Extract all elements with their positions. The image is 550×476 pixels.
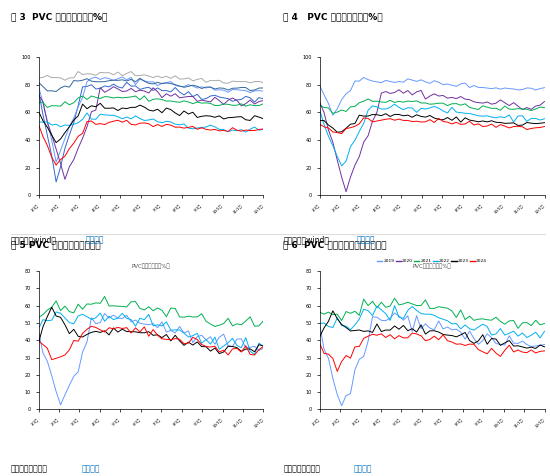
Legend: 2019, 2020, 2021, 2022, 2023, 2024: 2019, 2020, 2021, 2022, 2023, 2024 — [375, 257, 489, 265]
Text: 正信期货: 正信期货 — [356, 236, 375, 245]
Title: PVC型材开工率（%）: PVC型材开工率（%） — [412, 264, 452, 269]
Text: 资料来源：wind，: 资料来源：wind， — [11, 236, 57, 245]
Legend: 2016, 2017, 2018, 2019, 2020, 2021, 2022, 2023, 2024: 2016, 2017, 2018, 2019, 2020, 2021, 2022… — [103, 278, 199, 292]
Text: 正信期货: 正信期货 — [354, 464, 372, 473]
Text: 图 5 PVC 管材开工率预期走弱: 图 5 PVC 管材开工率预期走弱 — [11, 240, 101, 249]
Text: 图 4   PVC 华东下游开工（%）: 图 4 PVC 华东下游开工（%） — [283, 12, 383, 21]
Text: 图 3  PVC 华南下游开工（%）: 图 3 PVC 华南下游开工（%） — [11, 12, 107, 21]
Text: 资料来源：wind，: 资料来源：wind， — [283, 236, 329, 245]
Text: 正信期货: 正信期货 — [85, 236, 104, 245]
Text: 资料来源：隆众，: 资料来源：隆众， — [11, 464, 48, 473]
Title: PVC管材开工率（%）: PVC管材开工率（%） — [131, 264, 170, 269]
Text: 资料来源：隆众，: 资料来源：隆众， — [283, 464, 320, 473]
Text: 正信期货: 正信期货 — [81, 464, 100, 473]
Text: 图 6  PVC 型材开工率预期逐步走弱: 图 6 PVC 型材开工率预期逐步走弱 — [283, 240, 387, 249]
